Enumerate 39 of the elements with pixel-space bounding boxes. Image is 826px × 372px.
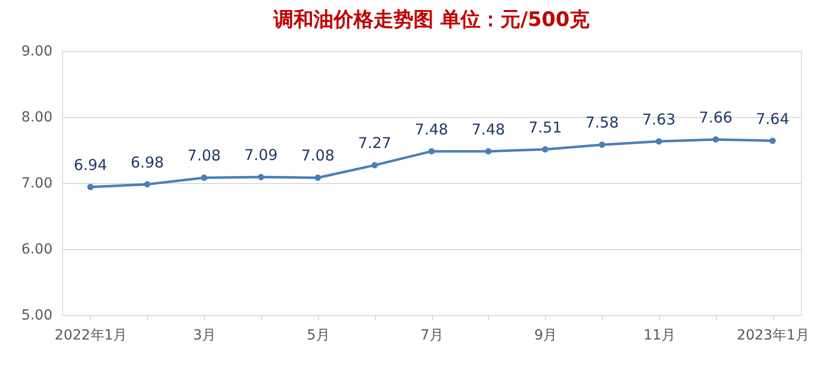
- point: [144, 181, 150, 188]
- data-label: 6.94: [74, 156, 108, 174]
- point: [769, 138, 776, 144]
- y-tick-label: 9.00: [21, 44, 52, 60]
- y-tick-label: 8.00: [21, 110, 52, 126]
- point: [598, 142, 606, 148]
- y-tick-label: 7.00: [21, 176, 52, 192]
- chart-title: 调和油价格走势图 单位：元/500克: [272, 7, 590, 31]
- x-tick-label: 2023年1月: [736, 328, 810, 344]
- x-tick-label: 3月: [193, 328, 216, 344]
- data-label: 7.08: [301, 146, 335, 165]
- data-label: 7.64: [756, 110, 790, 128]
- data-label: 7.63: [642, 110, 676, 128]
- data-label: 6.98: [130, 153, 164, 172]
- x-tick-label: 9月: [534, 328, 558, 344]
- point: [200, 174, 208, 181]
- point: [542, 146, 548, 152]
- x-tick-label: 2022年1月: [54, 328, 128, 344]
- data-label: 7.08: [187, 146, 221, 165]
- data-label: 7.51: [528, 118, 562, 136]
- point: [485, 148, 492, 154]
- point: [656, 138, 662, 145]
- data-label: 7.09: [244, 146, 278, 164]
- y-tick-label: 6.00: [21, 242, 52, 258]
- point: [371, 162, 378, 168]
- point: [712, 136, 719, 143]
- data-label: 7.48: [472, 120, 506, 138]
- point: [258, 174, 264, 180]
- point: [428, 148, 435, 154]
- point: [87, 184, 94, 190]
- x-tick-label: 11月: [643, 328, 676, 344]
- data-label: 7.27: [358, 134, 392, 152]
- y-tick-label: 5.00: [21, 308, 52, 324]
- data-label: 7.48: [414, 120, 448, 138]
- data-label: 7.66: [699, 108, 732, 126]
- x-tick-label: 7月: [420, 328, 444, 344]
- data-label: 7.58: [585, 114, 619, 132]
- point: [314, 174, 321, 181]
- x-tick-label: 5月: [306, 328, 330, 344]
